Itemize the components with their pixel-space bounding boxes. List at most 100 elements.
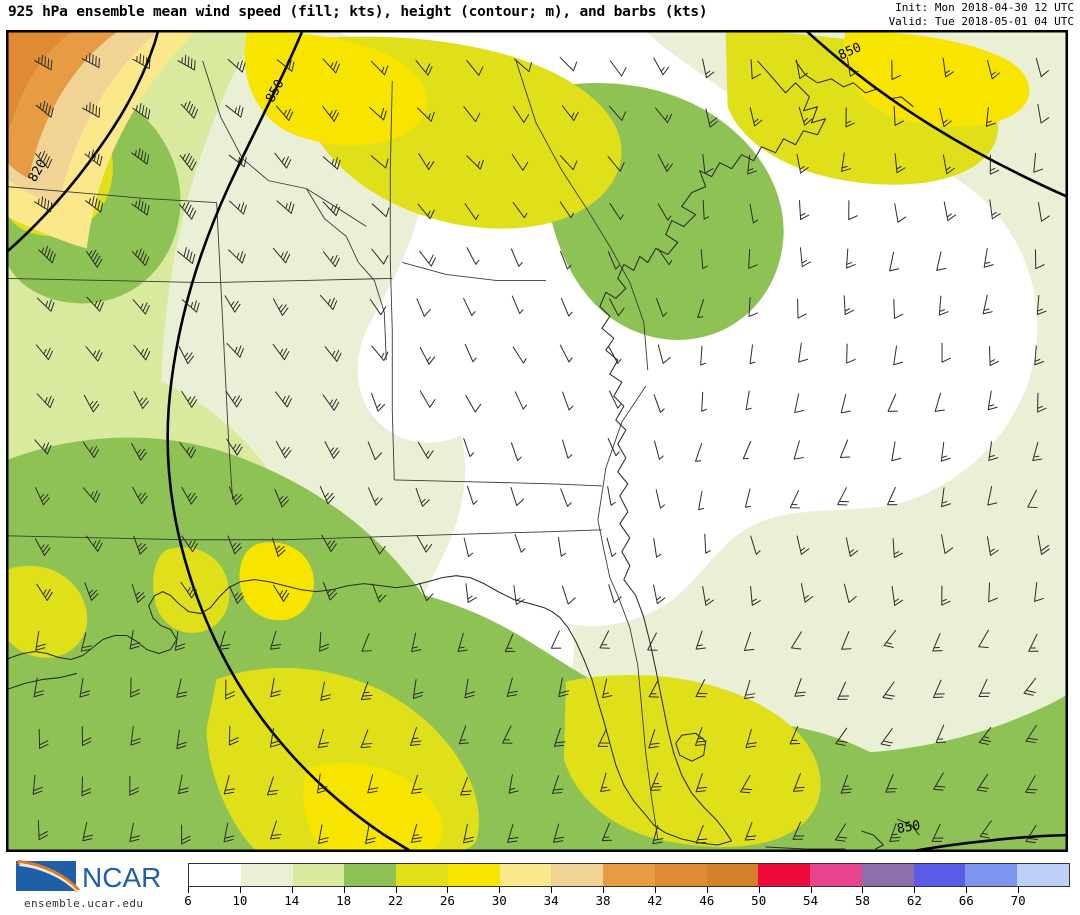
colorbar[interactable] [188, 863, 1070, 887]
wind-barb [750, 535, 761, 555]
wind-barb [695, 824, 708, 844]
colorbar-tick-label-70: 70 [1010, 893, 1026, 908]
wind-barb [609, 390, 622, 409]
wind-barb [934, 392, 945, 412]
wind-barb [1023, 677, 1037, 696]
wind-barb [507, 823, 519, 843]
wind-barb [750, 59, 761, 80]
wind-barb [367, 441, 383, 461]
wind-barb [702, 58, 715, 79]
wind-barb [35, 100, 54, 118]
wind-barb [648, 729, 660, 749]
wind-barb [179, 442, 197, 459]
wind-barb [608, 346, 622, 364]
height-contours [7, 31, 1067, 851]
wind-barb [371, 392, 386, 412]
wind-barb [702, 586, 715, 606]
wind-barb [224, 295, 241, 313]
wind-barb [81, 726, 92, 747]
wind-barb [1028, 633, 1039, 652]
colorbar-tick-58 [862, 887, 864, 893]
wind-barb [745, 728, 757, 749]
wind-barb [880, 728, 893, 747]
wind-barb [180, 581, 197, 599]
colorbar-tick-label-46: 46 [699, 893, 715, 908]
wind-barb [648, 679, 660, 698]
wind-barb [132, 103, 151, 120]
wind-barb [371, 345, 389, 362]
colorbar-tick-label-58: 58 [854, 893, 870, 908]
wind-barb [411, 774, 423, 794]
wind-barb [744, 488, 751, 508]
colorbar-tick-label-10: 10 [232, 893, 248, 908]
wind-barb [846, 343, 856, 364]
wind-barb [38, 246, 56, 264]
wind-barb [979, 820, 992, 839]
wind-barb [418, 153, 435, 170]
wind-barb [409, 727, 422, 746]
wind-barb [846, 57, 859, 77]
wind-barb [417, 203, 435, 220]
colorbar-tick-54 [810, 887, 812, 893]
wind-barb [34, 54, 53, 71]
colorbar-segment-16 [1017, 864, 1070, 886]
wind-barb [177, 54, 196, 71]
map-frame [7, 31, 1067, 851]
wind-barb [700, 249, 708, 270]
wind-barb [700, 345, 706, 366]
wind-barb [510, 486, 525, 507]
wind-barb [597, 728, 610, 747]
wind-barb [323, 251, 340, 268]
wind-barb [657, 154, 674, 172]
wind-barb [412, 679, 424, 699]
wind-barb [410, 823, 423, 843]
wind-barb [34, 196, 53, 213]
wind-barb [417, 107, 435, 122]
wind-barb [276, 200, 295, 214]
map-panel[interactable]: 820 850 850 850 [6, 30, 1068, 852]
wind-barb [84, 149, 103, 167]
colorbar-tick-26 [447, 887, 449, 893]
colorbar-segment-13 [861, 864, 914, 886]
wind-barb [511, 295, 524, 315]
wind-barb [1035, 57, 1049, 78]
wind-barb [270, 677, 281, 698]
windspeed-fill-layer [7, 31, 1067, 851]
init-time: Init: Mon 2018-04-30 12 UTC [895, 1, 1074, 14]
wind-barb [368, 106, 387, 121]
wind-barb [749, 107, 763, 127]
colorbar-tick-30 [499, 887, 501, 893]
wind-barb [512, 346, 527, 364]
colorbar-segment-10 [706, 864, 759, 886]
wind-barb [792, 821, 805, 840]
wind-barb [181, 535, 198, 553]
ncar-wordmark: NCAR [82, 862, 161, 893]
wind-barb [1034, 249, 1045, 270]
colorbar-tick-label-54: 54 [803, 893, 819, 908]
wind-barb [419, 250, 436, 267]
wind-barb [837, 487, 850, 506]
wind-barb [415, 487, 430, 507]
wind-barb [34, 439, 52, 455]
wind-barb [744, 632, 755, 651]
wind-barb [181, 486, 198, 505]
wind-barb [129, 822, 141, 843]
wind-barb [463, 297, 476, 317]
wind-barb [657, 203, 672, 221]
ncar-logo[interactable]: NCAR ensemble.ucar.edu [6, 857, 171, 913]
wind-barb [228, 725, 239, 746]
wind-barb [697, 298, 705, 318]
wind-barb [702, 199, 710, 220]
wind-barb [942, 154, 955, 175]
wind-barb [796, 535, 810, 556]
wind-barb [561, 585, 576, 605]
wind-barb [132, 486, 148, 505]
wind-barb [35, 631, 46, 651]
weather-map-canvas[interactable]: 820 850 850 850 [7, 31, 1067, 851]
wind-barb [322, 394, 340, 411]
wind-barb [322, 201, 340, 217]
wind-barb [940, 441, 951, 462]
wind-barb [33, 677, 45, 698]
wind-barb [935, 724, 947, 743]
